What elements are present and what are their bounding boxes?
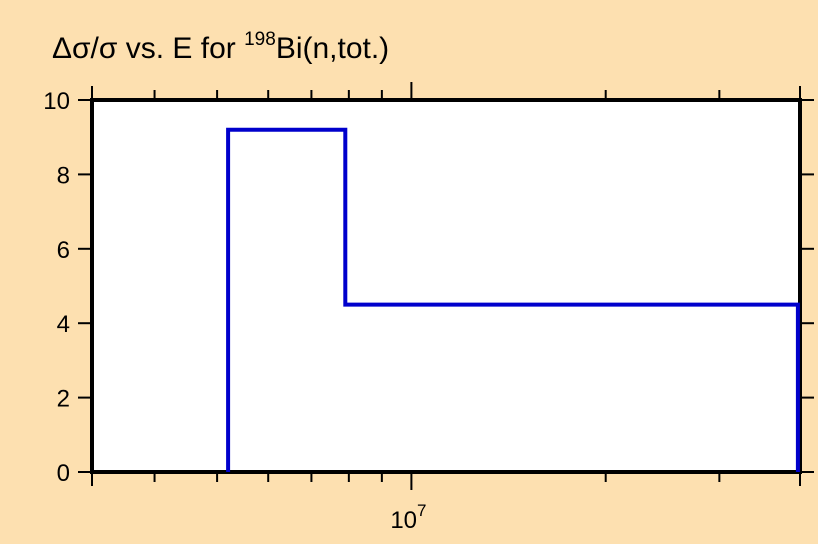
series-group [226,127,800,472]
y-tick-label: 4 [57,311,70,338]
chart-title-superscript: 198 [244,29,276,50]
series-line [226,127,800,472]
x-axis: 107 [91,82,801,534]
chart-title: Δσ/σ vs. E for 198Bi(n,tot.) [52,29,389,65]
y-tick-label: 10 [43,88,70,115]
plot-area [90,98,802,474]
x-tick-label-base: 10 [390,507,417,534]
chart-title-suffix: Bi(n,tot.) [276,32,389,65]
y-tick-label: 8 [57,162,70,189]
y-tick-label: 0 [57,460,70,487]
chart-title-prefix: Δσ/σ vs. E for [52,32,244,65]
x-tick-label: 107 [390,501,426,534]
y-axis: 0 2 4 6 8 10 [43,88,814,487]
y-tick-label: 6 [57,237,70,264]
x-tick-label-exponent: 7 [417,501,426,520]
y-tick-label: 2 [57,386,70,413]
